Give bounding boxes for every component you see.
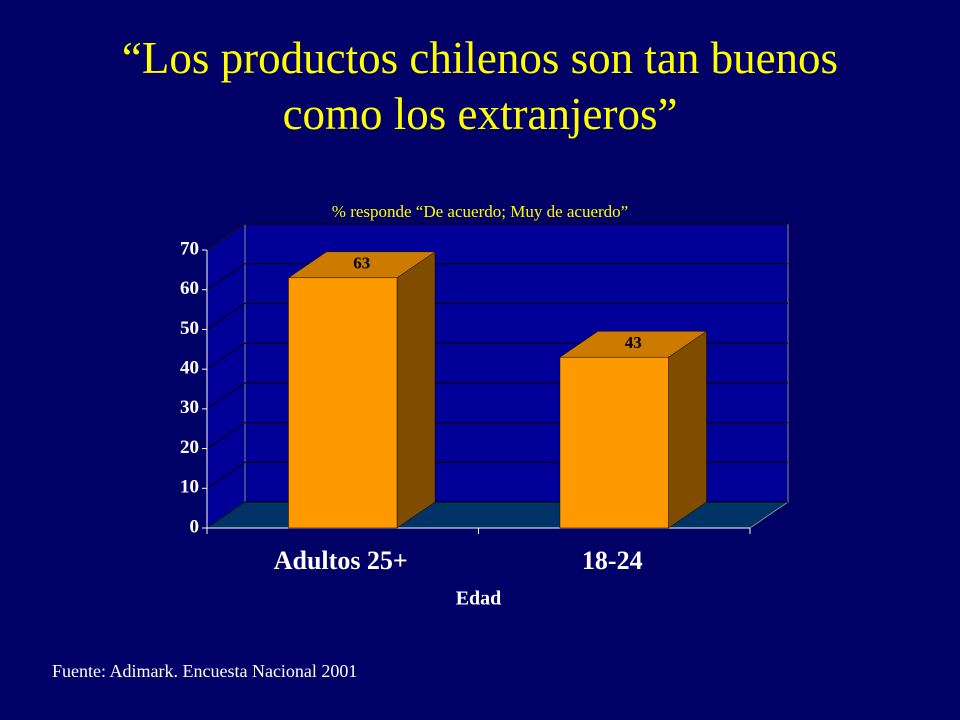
source-note: Fuente: Adimark. Encuesta Nacional 2001 — [52, 661, 358, 681]
y-tick-label: 70 — [180, 238, 199, 259]
side-wall — [206, 223, 246, 529]
bar-side — [396, 251, 436, 529]
y-tick-label: 10 — [180, 477, 199, 498]
x-tick-label: Adultos 25+ — [274, 546, 408, 575]
y-tick-label: 40 — [180, 358, 199, 379]
bar-side — [668, 330, 707, 529]
y-tick-label: 30 — [180, 397, 199, 418]
grid-line — [206, 263, 788, 291]
data-label: 63 — [353, 254, 370, 273]
y-tick-label: 20 — [180, 437, 199, 458]
x-axis-title: Edad — [456, 588, 502, 610]
y-tick-label: 60 — [180, 278, 199, 299]
grid-line — [206, 302, 788, 330]
bar — [559, 356, 669, 529]
x-tick-label: 18-24 — [582, 546, 643, 575]
y-tick-label: 0 — [190, 516, 200, 537]
chart-subtitle: % responde “De acuerdo; Muy de acuerdo” — [332, 202, 628, 221]
y-tick-label: 50 — [180, 318, 199, 339]
grid-line — [206, 223, 788, 251]
bar — [288, 277, 398, 529]
data-label: 43 — [625, 333, 642, 352]
chart-title: “Los productos chilenos son tan buenos c… — [121, 33, 839, 139]
